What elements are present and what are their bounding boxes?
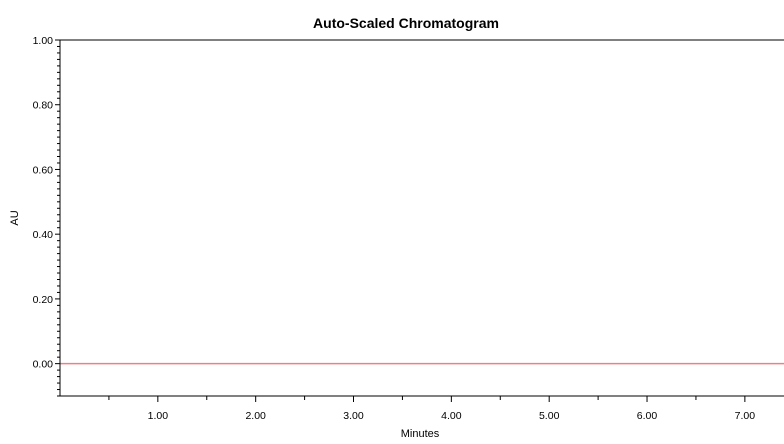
x-tick-label: 2.00 <box>245 410 266 422</box>
x-tick-label: 7.00 <box>735 410 756 422</box>
chart-title: Auto-Scaled Chromatogram <box>313 15 499 31</box>
y-tick-label: 0.20 <box>33 294 54 306</box>
y-axis-label: AU <box>9 210 21 225</box>
y-tick-label: 0.00 <box>33 359 54 371</box>
x-axis-ticks: 1.00 2.00 3.00 4.00 5.00 6.00 7.00 <box>108 396 756 422</box>
x-tick-label: 3.00 <box>343 410 364 422</box>
x-tick-label: 4.00 <box>441 410 462 422</box>
y-tick-label: 0.80 <box>33 100 54 112</box>
x-tick-label: 1.00 <box>148 410 169 422</box>
y-tick-label: 0.60 <box>33 164 54 176</box>
y-tick-label: 0.40 <box>33 229 54 241</box>
y-axis-ticks: 0.00 0.20 0.40 0.60 0.80 1.00 <box>33 35 60 397</box>
x-tick-label: 5.00 <box>539 410 560 422</box>
x-axis-label: Minutes <box>401 428 440 440</box>
x-tick-label: 6.00 <box>637 410 658 422</box>
y-tick-label: 1.00 <box>33 35 54 47</box>
